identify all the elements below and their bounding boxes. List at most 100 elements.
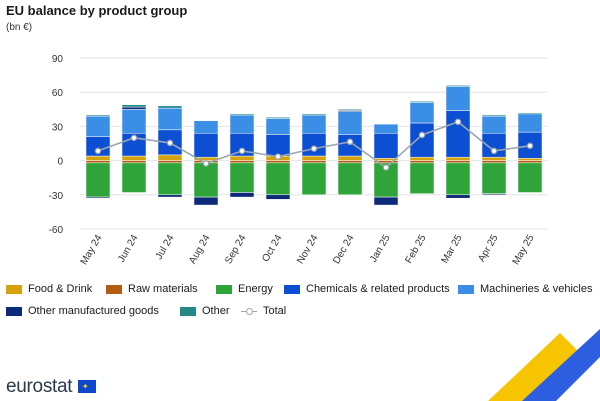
total-point xyxy=(346,138,354,146)
decorative-corner-graphic xyxy=(488,329,600,401)
bar-segment xyxy=(373,123,399,134)
legend-label: Food & Drink xyxy=(28,283,93,295)
x-tick-label: Nov 24 xyxy=(295,233,321,266)
legend-swatch xyxy=(458,284,474,294)
bar-segment xyxy=(481,115,507,134)
x-tick-label: Sep 24 xyxy=(223,233,249,266)
legend-item-other-manufactured[interactable]: Other manufactured goods xyxy=(6,305,159,317)
y-tick-label: 0 xyxy=(57,157,63,168)
total-point xyxy=(202,160,210,167)
unit-label: (bn €) xyxy=(6,22,33,33)
bar-segment xyxy=(229,114,255,134)
bar-segment xyxy=(409,162,435,194)
bar-segment xyxy=(193,196,219,206)
bar-segment xyxy=(121,162,147,193)
bar-segment xyxy=(229,155,255,161)
x-tick-label: Jan 25 xyxy=(368,233,393,265)
x-tick-label: May 24 xyxy=(79,233,105,267)
stacked-bar-chart: -60 -30 0 30 60 90 May 24 Jun 24 Jul 24 Aug 24 Sep… xyxy=(49,54,548,267)
bar-segment xyxy=(445,85,471,87)
bar-segment xyxy=(373,132,399,159)
legend-label: Energy xyxy=(238,283,273,295)
bar-segment xyxy=(265,194,291,200)
total-point xyxy=(94,147,102,155)
bar-segment xyxy=(337,109,363,111)
total-point xyxy=(418,131,426,139)
bar-segment xyxy=(85,196,111,199)
bar-segment xyxy=(85,155,111,161)
legend-label: Raw materials xyxy=(128,283,198,295)
bar-segment xyxy=(301,160,327,164)
x-tick-label: Jun 24 xyxy=(116,233,141,265)
bar-segment xyxy=(517,162,543,193)
legend-item-machineries[interactable]: Machineries & vehicles xyxy=(458,283,593,295)
bar-segment xyxy=(337,111,363,135)
bar-segment xyxy=(85,160,111,164)
total-point xyxy=(130,134,138,142)
bar-segment xyxy=(121,160,147,164)
legend-item-raw-materials[interactable]: Raw materials xyxy=(106,283,198,295)
bar-segment xyxy=(85,114,111,117)
x-tick-label: Apr 25 xyxy=(476,233,500,264)
bar-segment xyxy=(265,118,291,135)
total-point xyxy=(490,147,498,155)
bar-segment xyxy=(265,160,291,164)
bar-segment xyxy=(481,162,507,194)
x-tick-label: May 25 xyxy=(511,233,537,267)
eu-flag-icon: ✦ xyxy=(78,380,96,393)
bar-segment xyxy=(517,158,543,161)
bar-segment xyxy=(157,194,183,198)
bar-segment xyxy=(337,134,363,157)
bar-segment xyxy=(301,162,327,196)
bar-segment xyxy=(229,192,255,198)
bar-segment xyxy=(445,194,471,199)
bar-segment xyxy=(229,113,255,116)
bar-segment xyxy=(301,113,327,116)
x-tick-label: Oct 24 xyxy=(260,233,284,264)
legend-item-food-drink[interactable]: Food & Drink xyxy=(6,283,92,295)
bar-segment xyxy=(409,102,435,124)
bar-segment xyxy=(193,120,219,134)
legend-swatch xyxy=(106,284,122,294)
bar-segment xyxy=(337,155,363,161)
bar-segment xyxy=(517,160,543,164)
y-tick-label: 90 xyxy=(52,54,64,65)
bar-segment xyxy=(409,156,435,161)
y-tick-label: -30 xyxy=(49,191,64,202)
bar-segment xyxy=(121,104,147,108)
bar-segment xyxy=(481,114,507,117)
legend-line-marker xyxy=(241,307,257,316)
bar-segment xyxy=(409,160,435,164)
legend-swatch xyxy=(216,284,232,294)
y-tick-label: 30 xyxy=(52,122,64,133)
bar-segment xyxy=(409,122,435,158)
bar-segment xyxy=(481,156,507,161)
bar-segment xyxy=(193,162,219,198)
bar-segment xyxy=(409,101,435,103)
total-point xyxy=(310,145,318,152)
legend-item-total[interactable]: Total xyxy=(241,305,286,317)
bar-segment xyxy=(85,115,111,137)
legend-item-energy[interactable]: Energy xyxy=(216,283,273,295)
legend-item-chemicals[interactable]: Chemicals & related products xyxy=(284,283,450,295)
x-tick-label: Dec 24 xyxy=(331,233,357,266)
bar-segment xyxy=(157,107,183,131)
x-tick-label: Feb 25 xyxy=(404,233,429,266)
bar-segment xyxy=(301,132,327,157)
total-point xyxy=(382,164,390,171)
legend-swatch xyxy=(6,306,22,316)
bar-segment xyxy=(373,196,399,206)
legend-label: Total xyxy=(263,305,287,317)
bar-segment xyxy=(445,110,471,158)
legend-label: Machineries & vehicles xyxy=(480,283,593,295)
legend-label: Other xyxy=(202,305,230,317)
chart-title: EU balance by product group xyxy=(6,3,188,18)
bar-segment xyxy=(445,162,471,196)
bar-segment xyxy=(121,109,147,134)
bar-segment xyxy=(157,154,183,161)
bar-segment xyxy=(481,160,507,164)
y-tick-label: -60 xyxy=(49,225,64,236)
legend-item-other[interactable]: Other xyxy=(180,305,230,317)
total-point xyxy=(238,147,246,155)
legend-label: Chemicals & related products xyxy=(306,283,450,295)
